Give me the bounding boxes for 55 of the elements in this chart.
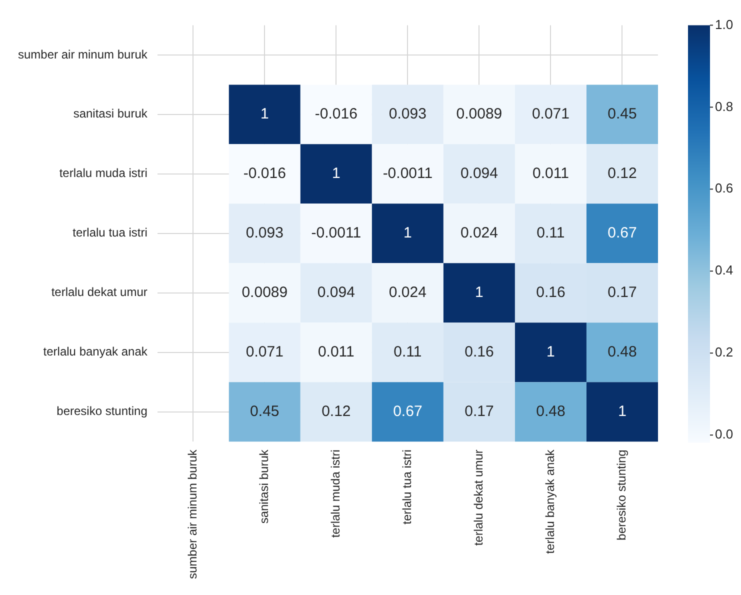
data-label: 0.0089: [242, 284, 288, 302]
data-label: 0.094: [317, 284, 355, 302]
data-label: 0.093: [388, 106, 426, 123]
y-tick-label: terlalu banyak anak: [43, 344, 148, 359]
data-label: 1: [260, 106, 269, 123]
y-tick-label: sanitasi buruk: [73, 106, 148, 121]
color-bar-label: 1.0: [715, 16, 734, 32]
x-tick-label: beresiko stunting: [614, 450, 629, 540]
y-tick-label: terlalu muda istri: [59, 166, 148, 180]
data-label: 0.071: [246, 344, 284, 361]
data-label: 0.11: [394, 344, 422, 361]
data-label: 0.45: [608, 106, 637, 123]
x-tick-label: sanitasi buruk: [256, 448, 271, 524]
y-tick-label: beresiko stunting: [56, 404, 148, 418]
data-label: 0.17: [464, 403, 494, 420]
data-label: 0.0089: [456, 106, 502, 123]
data-label: 0.16: [536, 284, 566, 302]
data-label: 0.67: [608, 224, 637, 242]
data-label: 0.024: [460, 224, 498, 242]
data-label: 0.48: [608, 344, 637, 361]
data-label: 0.45: [250, 403, 280, 420]
data-label: 1: [546, 344, 555, 361]
data-label: 0.48: [536, 403, 566, 420]
color-bar-label: 0.8: [715, 98, 734, 114]
data-label: 0.094: [460, 165, 498, 182]
data-label: 1: [404, 224, 412, 242]
data-label: 0.12: [322, 403, 351, 420]
data-label: 0.16: [464, 344, 494, 361]
color-bar-label: 0.2: [715, 344, 734, 360]
data-label: -0.016: [243, 165, 286, 182]
color-bar-label: 0.6: [715, 180, 734, 196]
y-tick-label: terlalu tua istri: [72, 226, 148, 240]
data-label: 0.024: [388, 284, 426, 302]
data-label: 0.093: [246, 224, 284, 242]
data-label: 0.071: [532, 106, 570, 123]
data-label: 0.17: [608, 284, 637, 302]
data-label: 0.12: [608, 165, 637, 182]
data-label: 1: [475, 284, 484, 302]
y-tick-label: terlalu dekat umur: [51, 285, 148, 300]
data-label: 0.11: [536, 224, 565, 242]
data-label: 0.011: [318, 344, 354, 361]
x-tick-label: terlalu tua istri: [400, 450, 414, 524]
x-tick-label: terlalu banyak anak: [543, 448, 558, 554]
data-label: -0.016: [314, 106, 358, 123]
data-label: -0.0011: [311, 224, 362, 242]
x-tick-label: terlalu muda istri: [328, 450, 342, 538]
color-bar-label: 0.4: [715, 262, 734, 278]
data-label: 0.67: [393, 403, 422, 420]
data-label: 1: [618, 403, 626, 420]
data-label: 0.011: [532, 165, 569, 182]
data-label: -0.0011: [382, 165, 433, 182]
color-bar-label: 0.0: [715, 426, 734, 442]
y-tick-label: sumber air minum buruk: [18, 47, 148, 62]
data-label: 1: [332, 165, 340, 182]
x-tick-label: terlalu dekat umur: [472, 450, 486, 546]
